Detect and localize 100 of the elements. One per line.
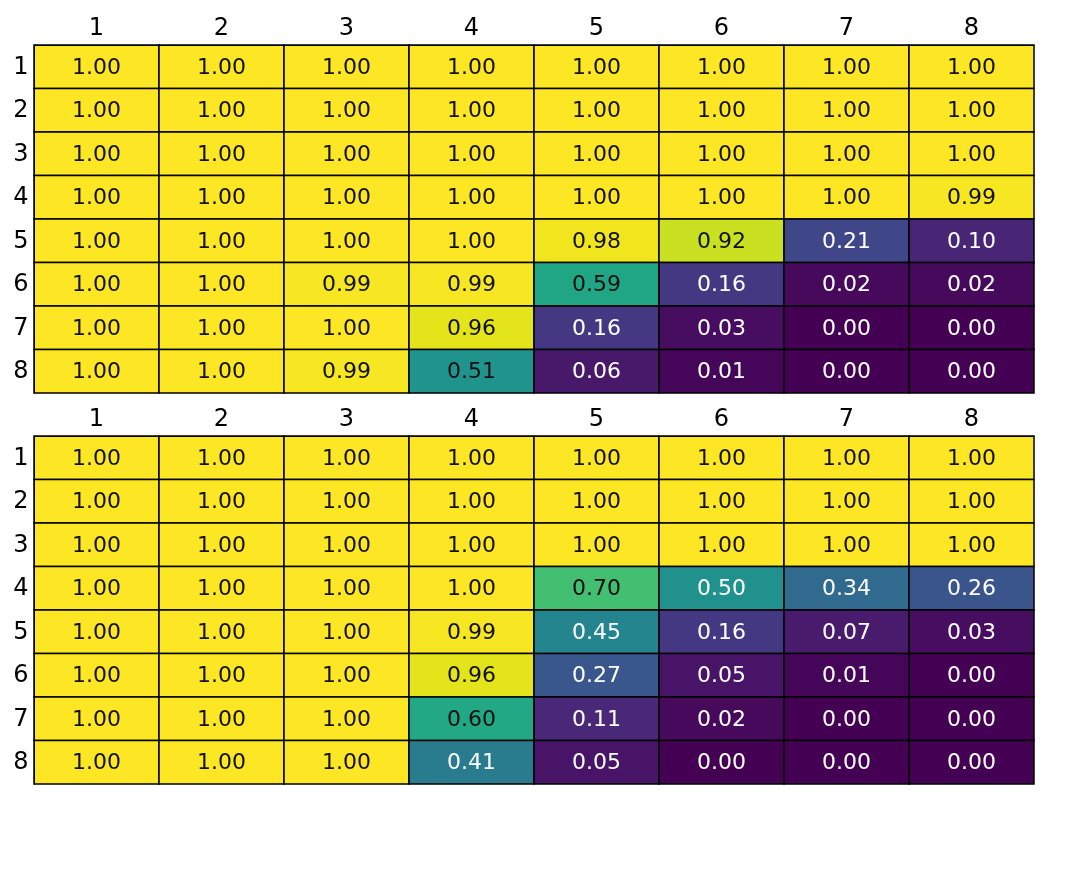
data-label: 1.00 (572, 488, 621, 514)
data-label: 1.00 (447, 53, 496, 79)
x-tick-label: 2 (213, 403, 230, 432)
data-label: 1.00 (447, 444, 496, 470)
x-tick-label: 8 (963, 12, 980, 41)
data-label: 1.00 (322, 314, 371, 340)
data-label: 1.00 (947, 53, 996, 79)
data-label: 1.00 (197, 184, 246, 210)
data-label: 0.10 (947, 227, 996, 253)
data-label: 1.00 (947, 97, 996, 123)
data-label: 1.00 (822, 140, 871, 166)
data-label: 1.00 (822, 184, 871, 210)
data-label: 1.00 (197, 444, 246, 470)
data-label: 1.00 (947, 444, 996, 470)
data-label: 1.00 (322, 184, 371, 210)
data-label: 1.00 (947, 531, 996, 557)
data-label: 1.00 (322, 140, 371, 166)
data-label: 1.00 (197, 705, 246, 731)
data-label: 0.00 (822, 314, 871, 340)
data-label: 1.00 (322, 618, 371, 644)
data-label: 0.05 (697, 662, 746, 688)
data-label: 1.00 (197, 271, 246, 297)
data-label: 0.11 (572, 705, 621, 731)
data-label: 1.00 (572, 140, 621, 166)
data-label: 1.00 (447, 140, 496, 166)
x-tick-label: 1 (88, 403, 105, 432)
data-label: 1.00 (72, 184, 121, 210)
data-label: 1.00 (447, 227, 496, 253)
data-label: 1.00 (197, 575, 246, 601)
data-label: 0.00 (822, 749, 871, 775)
data-label: 1.00 (322, 662, 371, 688)
y-tick-label: 3 (13, 138, 29, 167)
data-label: 1.00 (197, 97, 246, 123)
data-label: 1.00 (572, 444, 621, 470)
data-label: 1.00 (822, 488, 871, 514)
x-tick-label: 2 (213, 12, 230, 41)
data-label: 0.00 (947, 749, 996, 775)
data-label: 1.00 (822, 97, 871, 123)
data-label: 0.96 (447, 662, 496, 688)
x-tick-label: 1 (88, 12, 105, 41)
data-label: 1.00 (697, 444, 746, 470)
y-tick-label: 8 (13, 356, 29, 385)
data-label: 0.96 (447, 314, 496, 340)
data-label: 0.21 (822, 227, 871, 253)
data-label: 0.27 (572, 662, 621, 688)
y-tick-label: 7 (13, 312, 29, 341)
data-label: 1.00 (197, 358, 246, 384)
data-label: 1.00 (322, 749, 371, 775)
data-label: 1.00 (197, 314, 246, 340)
data-label: 0.99 (947, 184, 996, 210)
data-label: 1.00 (197, 662, 246, 688)
data-label: 1.00 (72, 531, 121, 557)
data-label: 0.45 (572, 618, 621, 644)
data-label: 1.00 (697, 184, 746, 210)
y-tick-label: 7 (13, 703, 29, 732)
data-label: 0.16 (697, 618, 746, 644)
x-tick-label: 4 (463, 403, 480, 432)
data-label: 1.00 (697, 140, 746, 166)
data-label: 1.00 (72, 227, 121, 253)
data-label: 0.06 (572, 358, 621, 384)
data-label: 1.00 (197, 53, 246, 79)
y-tick-label: 5 (13, 225, 29, 254)
data-label: 1.00 (822, 53, 871, 79)
data-label: 0.02 (822, 271, 871, 297)
data-label: 1.00 (72, 662, 121, 688)
data-label: 0.00 (822, 705, 871, 731)
data-label: 0.00 (697, 749, 746, 775)
data-label: 0.01 (697, 358, 746, 384)
data-label: 0.00 (947, 358, 996, 384)
y-tick-label: 1 (13, 442, 29, 471)
data-label: 1.00 (72, 314, 121, 340)
data-label: 0.00 (947, 705, 996, 731)
data-label: 1.00 (572, 531, 621, 557)
y-tick-label: 5 (13, 616, 29, 645)
data-label: 1.00 (72, 358, 121, 384)
data-label: 1.00 (322, 227, 371, 253)
x-tick-label: 5 (588, 12, 605, 41)
data-label: 1.00 (322, 53, 371, 79)
data-label: 0.70 (572, 575, 621, 601)
data-label: 1.00 (197, 618, 246, 644)
data-label: 1.00 (72, 488, 121, 514)
data-label: 1.00 (72, 575, 121, 601)
data-label: 0.99 (447, 271, 496, 297)
y-tick-label: 2 (13, 486, 29, 515)
data-label: 1.00 (72, 53, 121, 79)
data-label: 1.00 (72, 705, 121, 731)
data-label: 0.98 (572, 227, 621, 253)
data-label: 1.00 (447, 575, 496, 601)
data-label: 0.01 (822, 662, 871, 688)
data-label: 1.00 (447, 97, 496, 123)
data-label: 1.00 (572, 53, 621, 79)
data-label: 1.00 (72, 97, 121, 123)
data-label: 1.00 (72, 140, 121, 166)
y-tick-label: 6 (13, 269, 29, 298)
data-label: 1.00 (447, 184, 496, 210)
data-label: 1.00 (572, 97, 621, 123)
data-label: 0.16 (697, 271, 746, 297)
data-label: 1.00 (572, 184, 621, 210)
data-label: 0.99 (322, 271, 371, 297)
y-tick-label: 3 (13, 529, 29, 558)
